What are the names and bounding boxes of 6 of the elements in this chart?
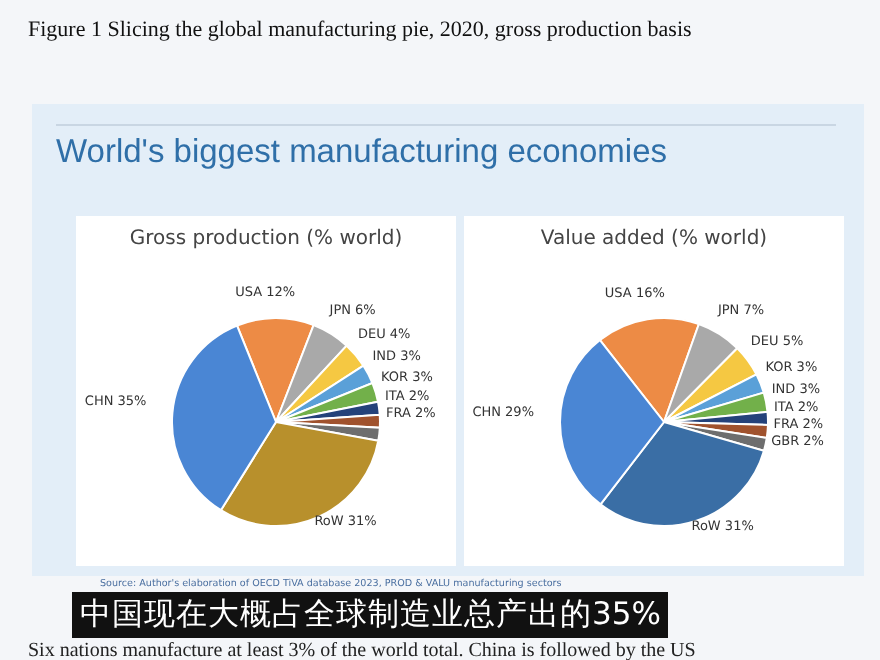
text: 中国现在大概占全球制造业总产出的35% — [72, 592, 669, 638]
chart-title: Gross production (% world) — [127, 228, 405, 250]
text: World's biggest manufacturing economies — [56, 134, 667, 172]
text: Six nations manufacture at least 3% of the world total. China is followed by the US — [28, 640, 696, 660]
chart-title: Value added (% world) — [538, 228, 770, 250]
caption: Figure 1 Slicing the global manufacturing pie, 2020, gross production basis — [28, 18, 692, 42]
